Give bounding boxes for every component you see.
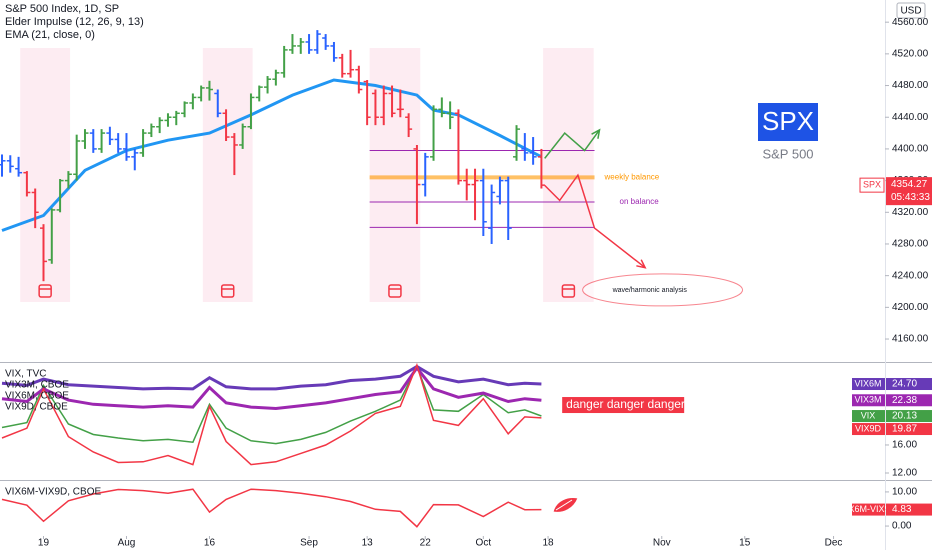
series-name-box: [852, 378, 885, 391]
highlight-band: [20, 48, 71, 302]
series-name: VIX3M: [854, 395, 881, 405]
series-legend: VIX6M-VIX9D, CBOE: [5, 487, 101, 498]
highlight-band: [543, 48, 594, 302]
y-tick-label: 4320.00: [892, 207, 929, 218]
x-tick-label: Nov: [653, 538, 671, 549]
series-line: [1, 365, 542, 411]
level-label: on balance: [620, 197, 660, 206]
y-tick-label: 4520.00: [892, 49, 929, 60]
arrow-head: [636, 259, 647, 269]
x-tick-label: Dec: [825, 538, 843, 549]
annotation-ellipse: [582, 273, 744, 307]
series-legend: VIX, TVC: [5, 369, 47, 380]
series-legend: VIX9D, CBOE: [5, 402, 68, 413]
level-label: weekly balance: [604, 173, 660, 182]
series-line: [1, 488, 542, 528]
y-tick-label: 4560.00: [892, 17, 929, 28]
symbol-tag: [859, 177, 885, 193]
currency: USD: [900, 6, 921, 17]
arrow-path: [544, 173, 646, 269]
logo-text: SPX: [762, 106, 814, 136]
series-value-box: [886, 378, 932, 391]
calendar-icon: [388, 284, 402, 298]
annotation-label: wave/harmonic analysis: [612, 287, 688, 294]
x-tick-label: 15: [739, 538, 751, 549]
annotation-text: danger danger danger: [566, 397, 685, 411]
series-line: [1, 362, 542, 466]
arrow-path: [544, 129, 601, 159]
logo-subtitle: S&P 500: [762, 146, 813, 161]
x-tick-label: Sep: [300, 538, 318, 549]
series-line: [1, 364, 542, 391]
series-value: 4.83: [892, 504, 912, 515]
leaf-icon: [552, 497, 579, 513]
chart-title: S&P 500 Index, 1D, SP: [5, 3, 119, 15]
arrow-head: [591, 128, 601, 139]
x-tick-label: 13: [362, 538, 374, 549]
last-price: 4354.27: [891, 179, 928, 190]
last-price-box: [886, 177, 932, 206]
logo-box: [758, 103, 818, 141]
y-tick-label: 12.00: [892, 468, 917, 479]
y-tick-label: 0.00: [892, 521, 912, 532]
series-name-box: [852, 503, 885, 516]
series-name: VIX6M: [854, 378, 881, 388]
series-legend: VIX6M, CBOE: [5, 391, 69, 402]
y-tick-label: 4280.00: [892, 239, 929, 250]
y-tick-label: 10.00: [892, 487, 917, 498]
calendar-icon: [38, 284, 52, 298]
series-legend: VIX3M, CBOE: [5, 380, 69, 391]
y-tick-label: 4240.00: [892, 270, 929, 281]
x-tick-label: 19: [38, 538, 50, 549]
symbol-tag-label: SPX: [863, 180, 881, 190]
series-value: 24.70: [892, 379, 917, 390]
x-tick-label: 18: [543, 538, 555, 549]
series-value-box: [886, 503, 932, 516]
y-tick-label: 4200.00: [892, 302, 929, 313]
x-tick-label: 16: [204, 538, 216, 549]
y-tick-label: 4440.00: [892, 112, 929, 123]
y-tick-label: 4480.00: [892, 80, 929, 91]
indicator-label: Elder Impulse (12, 26, 9, 13): [5, 16, 144, 28]
indicator-label: EMA (21, close, 0): [5, 29, 95, 41]
y-tick-label: 4160.00: [892, 334, 929, 345]
x-tick-label: 22: [420, 538, 432, 549]
series-value-box: [886, 423, 932, 436]
series-name-box: [852, 423, 885, 436]
series-name-box: [852, 410, 885, 423]
series-line: [1, 364, 542, 445]
calendar-icon: [561, 284, 576, 298]
highlight-band: [202, 48, 253, 302]
series-name: VIX: [861, 410, 876, 420]
series-value-box: [886, 410, 932, 423]
x-tick-label: Oct: [476, 538, 492, 549]
series-value: 22.38: [892, 395, 917, 406]
y-tick-label: 4400.00: [892, 144, 929, 155]
calendar-icon: [220, 284, 235, 298]
background-layer: [20, 48, 594, 302]
series-value: 19.87: [892, 424, 917, 435]
series-name: VIX6M-VIX9D: [840, 504, 897, 514]
plot-layer: weekly balance on balance wave/harmonic an…: [0, 30, 744, 528]
series-value: 20.13: [892, 411, 917, 422]
series-value-box: [886, 394, 932, 407]
series-name-box: [852, 394, 885, 407]
countdown: 05:43:33: [891, 192, 930, 203]
x-tick-label: Aug: [118, 538, 136, 549]
annotation-box: [562, 397, 685, 414]
currency-box: [896, 2, 926, 19]
series-name: VIX9D: [855, 423, 882, 433]
y-tick-label: 16.00: [892, 440, 917, 451]
